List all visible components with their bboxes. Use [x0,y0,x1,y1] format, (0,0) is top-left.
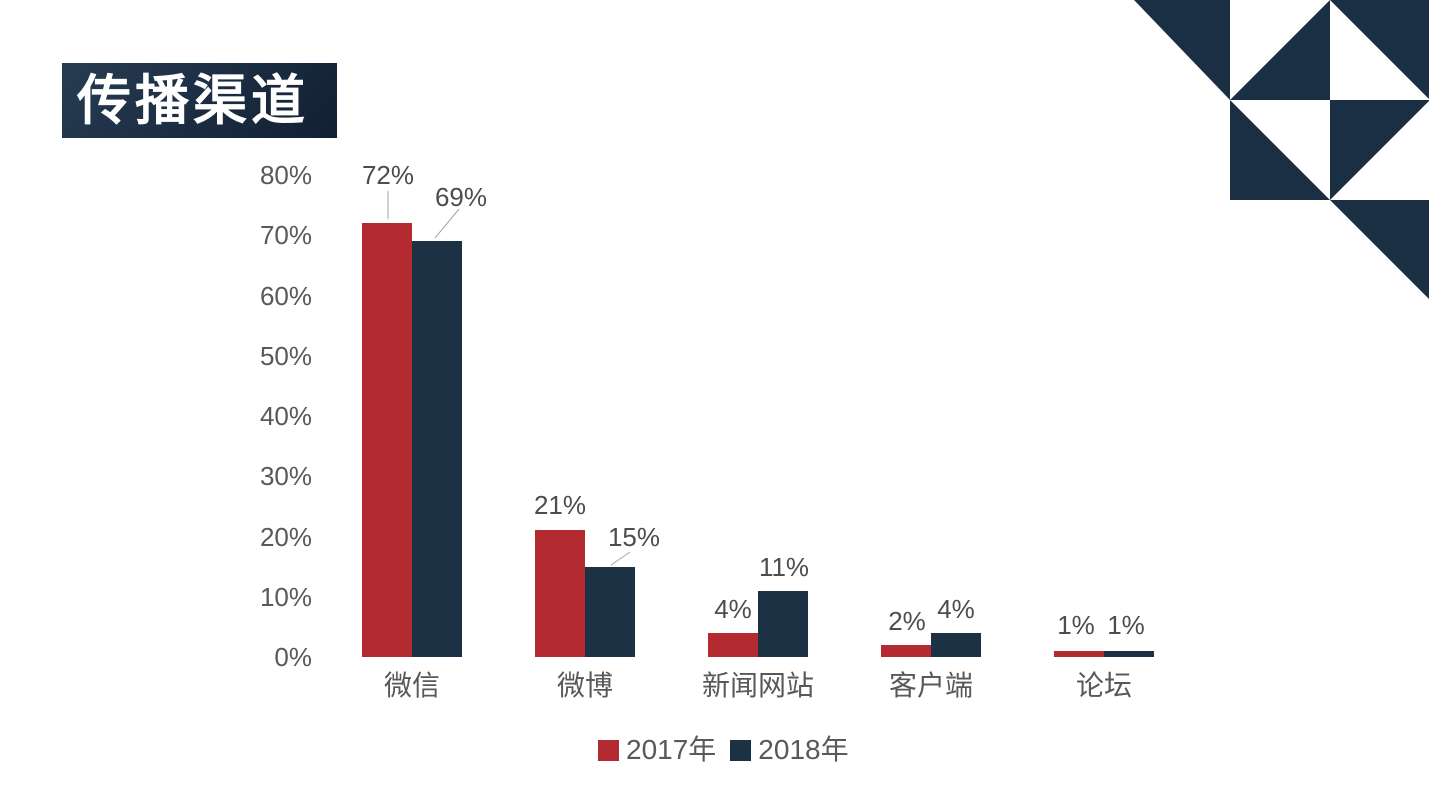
bar-2017年-新闻网站 [708,632,758,657]
y-axis-tick-label: 50% [259,340,312,371]
bar-2017年-微信 [362,223,412,657]
y-axis-tick-label: 10% [259,581,312,612]
y-axis-tick-label: 80% [259,160,312,190]
triangle-pattern-decoration [1134,0,1429,299]
data-label: 11% [758,552,810,582]
legend-swatch [598,739,619,761]
data-label: 4% [714,594,752,624]
data-label: 2% [888,606,926,636]
data-label: 1% [1057,610,1095,640]
deco-triangle [1330,100,1429,200]
bar-2017年-论坛 [1054,650,1104,657]
legend-label: 2018年 [758,734,849,765]
page-title: 传播渠道 [62,63,337,138]
y-axis-tick-label: 40% [259,401,312,431]
data-label: 4% [937,594,975,624]
data-label-leader-line [434,208,460,239]
bar-2018年-微博 [585,566,635,657]
data-label: 72% [361,160,415,190]
deco-triangle [1330,0,1429,99]
category-label: 微博 [556,670,613,701]
legend-label: 2017年 [626,734,717,765]
y-axis-tick-label: 20% [259,521,312,552]
category-label: 客户端 [888,670,973,701]
deco-triangle [1230,100,1330,200]
bar-2018年-新闻网站 [758,590,808,657]
data-label: 21% [533,490,587,520]
legend-swatch [730,739,752,761]
data-label: 15% [607,522,661,552]
page-title-text: 传播渠道 [77,70,309,131]
y-axis-tick-label: 60% [259,280,312,311]
y-axis-tick-label: 70% [259,220,312,251]
deco-triangle [1230,0,1330,100]
y-axis-tick-label: 0% [274,642,312,672]
y-axis-tick-label: 30% [259,461,312,492]
legend-item-2018年: 2018年 [730,734,849,765]
data-label: 1% [1107,610,1145,640]
bar-2018年-微信 [412,241,462,657]
chart-legend: 2017年 2018年 [598,736,849,764]
category-label: 新闻网站 [701,670,814,701]
bar-2017年-客户端 [881,644,931,657]
bar-2017年-微博 [535,530,585,657]
deco-triangle [1330,200,1429,299]
deco-triangle [1134,0,1230,100]
data-label-leader-line [610,551,631,566]
legend-item-2017年: 2017年 [598,736,716,764]
category-label: 论坛 [1075,670,1132,701]
category-label: 微信 [383,670,440,701]
data-label: 69% [434,182,488,212]
bar-2018年-客户端 [931,632,981,657]
bar-2018年-论坛 [1104,650,1154,657]
